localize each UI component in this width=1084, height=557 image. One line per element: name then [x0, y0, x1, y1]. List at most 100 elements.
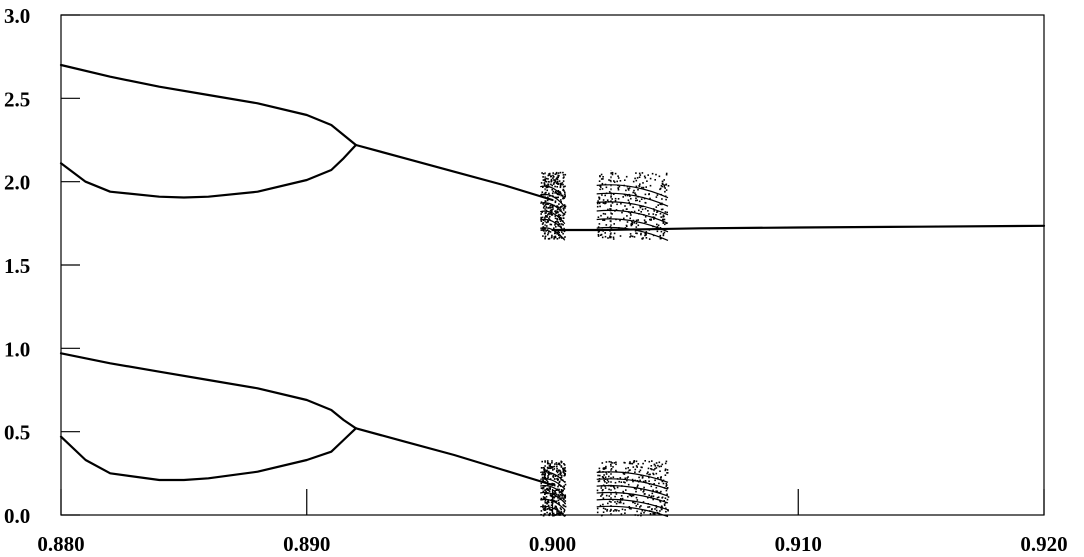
chaos-point — [662, 482, 665, 485]
chaos-point — [649, 177, 652, 180]
chaos-point — [665, 485, 667, 487]
chaos-point — [549, 508, 551, 511]
chaos-curve — [540, 193, 566, 208]
chaos-point — [601, 493, 604, 495]
chaos-point — [629, 236, 631, 238]
chaos-point — [551, 467, 553, 469]
chaos-point — [641, 186, 643, 189]
chaos-point — [653, 210, 655, 212]
chaos-point — [552, 469, 554, 471]
chaos-point — [637, 219, 639, 221]
chaos-point — [655, 214, 657, 216]
chaos-point — [627, 188, 629, 190]
chaos-point — [611, 213, 613, 215]
chaos-point — [549, 463, 552, 465]
chaos-point — [559, 474, 562, 476]
chaos-point — [601, 476, 604, 478]
chaos-point — [665, 507, 667, 510]
chaos-point — [660, 505, 663, 507]
chaos-point — [625, 175, 628, 178]
chaos-point — [548, 490, 551, 493]
chaos-point — [552, 489, 555, 492]
chaos-point — [648, 238, 651, 240]
chaos-point — [548, 507, 550, 509]
chaos-point — [660, 184, 663, 187]
chaos-point — [543, 476, 546, 479]
chaos-point — [664, 469, 667, 472]
chaos-point — [561, 497, 564, 499]
chaos-point — [556, 220, 558, 223]
chaos-curve — [540, 498, 566, 511]
chaos-point — [602, 511, 605, 513]
chaos-point — [654, 512, 656, 515]
chaos-point — [654, 508, 656, 510]
chaos-point — [552, 466, 554, 468]
chaos-point — [564, 185, 566, 188]
chaos-point — [614, 481, 617, 484]
chaos-point — [551, 234, 553, 237]
chaos-point — [564, 494, 566, 496]
chaos-point — [608, 488, 610, 491]
chaos-point — [629, 217, 631, 220]
chaos-point — [659, 476, 662, 479]
chaos-point — [545, 488, 548, 490]
chaos-point — [559, 214, 562, 217]
chaos-point — [604, 232, 606, 234]
chaos-point — [644, 460, 646, 462]
chaos-point — [556, 478, 558, 480]
chaos-point — [611, 171, 614, 174]
chaos-point — [603, 219, 606, 221]
chaos-point — [629, 462, 632, 465]
chaos-point — [560, 460, 562, 463]
chaos-point — [609, 208, 611, 210]
chaos-point — [608, 500, 611, 503]
chaos-point — [659, 203, 661, 206]
chaos-point — [563, 213, 566, 215]
chaos-point — [608, 475, 610, 478]
chaos-point — [641, 172, 644, 174]
chaos-point — [547, 203, 549, 205]
chaos-curve — [540, 185, 566, 200]
chaos-point — [550, 180, 552, 183]
chaos-point — [559, 171, 562, 174]
chaos-point — [559, 182, 562, 185]
chaos-point — [564, 193, 566, 195]
chaos-point — [557, 223, 560, 225]
chaos-point — [546, 189, 548, 192]
chaos-point — [564, 502, 566, 505]
chaos-point — [541, 229, 544, 231]
chaos-point — [650, 465, 653, 467]
chaos-point — [655, 196, 658, 198]
chaos-point — [655, 506, 658, 509]
chaos-point — [609, 510, 612, 512]
chaos-point — [633, 487, 636, 490]
chaos-point — [663, 215, 665, 218]
chaos-point — [662, 234, 665, 237]
chaos-point — [554, 463, 556, 465]
chaos-point — [543, 509, 546, 511]
chaos-point — [651, 492, 654, 495]
chaos-point — [547, 470, 550, 473]
chaos-point — [560, 476, 563, 478]
chaos-point — [551, 184, 553, 187]
chaos-point — [558, 501, 560, 504]
chaos-point — [553, 175, 555, 178]
chaos-point — [597, 233, 600, 236]
tick-labels: 0.880 0.890 0.900 0.910 0.920 0.0 0.5 1.0 1.5 2.0… — [4, 4, 1068, 556]
chaos-point — [661, 480, 664, 483]
chaos-point — [603, 479, 605, 482]
chaos-point — [664, 211, 667, 213]
chaos-point — [627, 199, 630, 201]
chaos-point — [598, 467, 601, 470]
chaos-point — [564, 195, 566, 198]
chaos-point — [660, 230, 663, 233]
chaos-point — [560, 206, 562, 208]
chaos-point — [600, 173, 603, 176]
chaos-point — [602, 219, 604, 221]
chaos-point — [559, 463, 561, 466]
chaos-point — [554, 235, 557, 238]
chaos-point — [623, 481, 625, 483]
chaos-point — [643, 197, 646, 200]
chaos-point — [542, 496, 545, 498]
chaos-point — [553, 499, 555, 502]
